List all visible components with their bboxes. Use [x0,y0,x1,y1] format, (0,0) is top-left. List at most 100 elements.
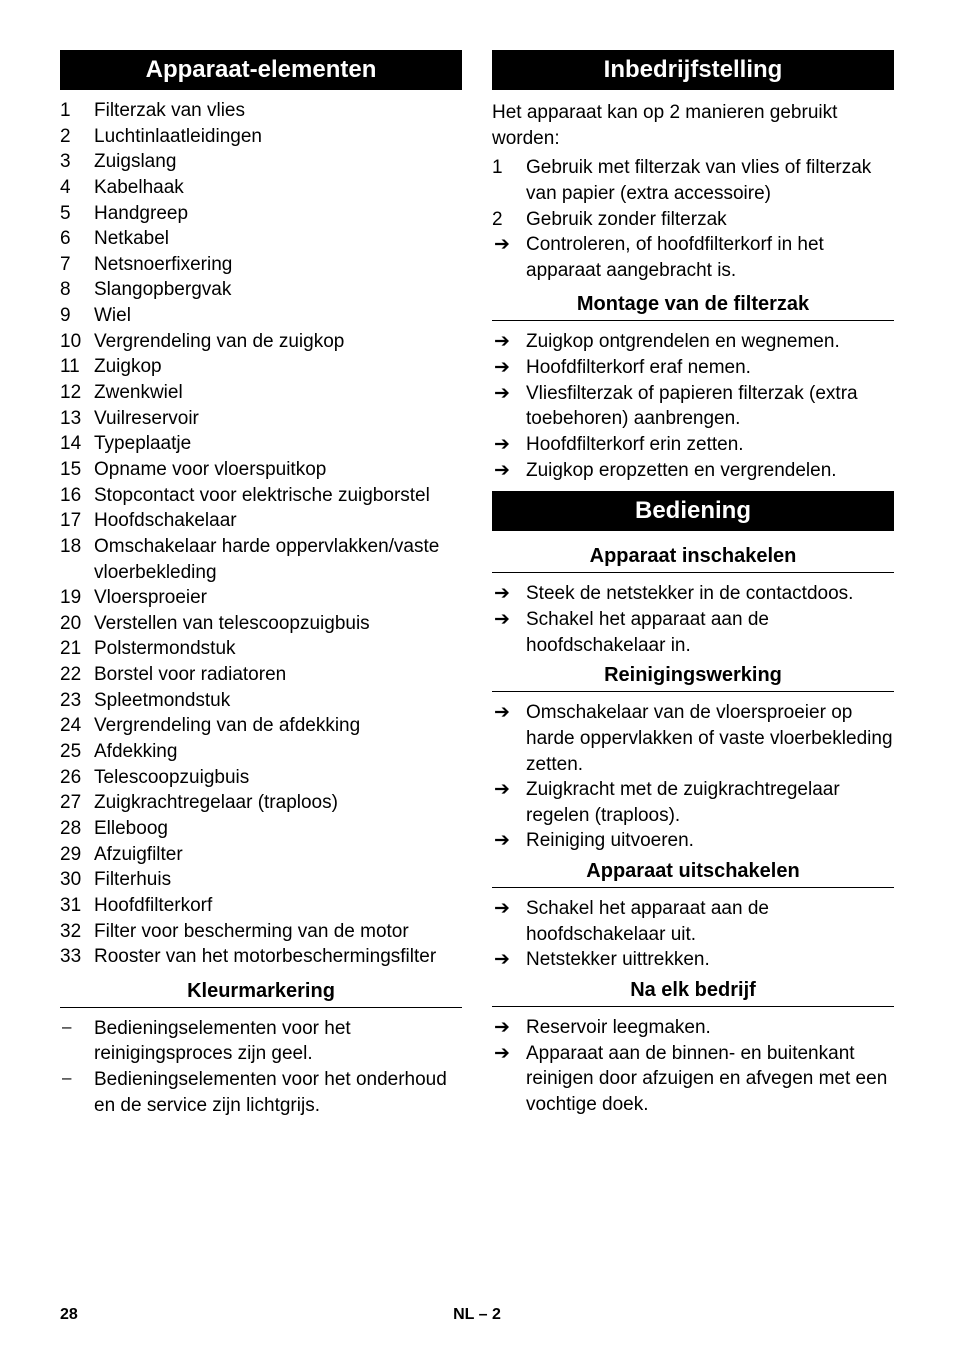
list-item: ➔Controleren, of hoofdfilterkorf in het … [492,232,894,283]
list-item-number: 9 [60,303,94,329]
list-item-text: Schakel het apparaat aan de hoofdschakel… [526,607,894,658]
list-item: 22Borstel voor radiatoren [60,662,462,688]
montage-list: ➔Zuigkop ontgrendelen en wegnemen.➔Hoofd… [492,329,894,483]
arrow-icon: ➔ [492,381,526,432]
list-item-number: 6 [60,226,94,252]
list-item-number: 21 [60,636,94,662]
list-item-text: Zwenkwiel [94,380,462,406]
heading-apparaat-elementen: Apparaat-elementen [60,50,462,90]
list-item-number: 8 [60,277,94,303]
list-item-text: Zuigkop ontgrendelen en wegnemen. [526,329,894,355]
list-item-text: Zuigslang [94,149,462,175]
list-item: 29Afzuigfilter [60,842,462,868]
list-item-text: Vergrendeling van de zuigkop [94,329,462,355]
list-item: 8Slangopbergvak [60,277,462,303]
list-item-text: Kabelhaak [94,175,462,201]
list-item-number: 20 [60,611,94,637]
list-item-text: Slangopbergvak [94,277,462,303]
list-item-text: Borstel voor radiatoren [94,662,462,688]
list-item: ➔Zuigkop eropzetten en vergrendelen. [492,458,894,484]
list-item: ➔Hoofdfilterkorf eraf nemen. [492,355,894,381]
list-item: 9Wiel [60,303,462,329]
list-item-text: Steek de netstekker in de contactdoos. [526,581,894,607]
list-item-text: Netsnoerfixering [94,252,462,278]
list-item-number: 18 [60,534,94,585]
list-item-text: Vliesfilterzak of papieren filterzak (ex… [526,381,894,432]
list-item-number: 5 [60,201,94,227]
list-item: ➔Netstekker uittrekken. [492,947,894,973]
list-item-number: 10 [60,329,94,355]
list-item-text: Typeplaatje [94,431,462,457]
list-item-number: 12 [60,380,94,406]
list-item-text: Omschakelaar harde oppervlakken/vaste vl… [94,534,462,585]
list-item: 1Gebruik met filterzak van vlies of filt… [492,155,894,206]
list-item-number: 17 [60,508,94,534]
list-item: 14Typeplaatje [60,431,462,457]
list-item: 23Spleetmondstuk [60,688,462,714]
arrow-icon: ➔ [492,432,526,458]
list-item: ➔Zuigkop ontgrendelen en wegnemen. [492,329,894,355]
list-item: ➔Zuigkracht met de zuigkrachtregelaar re… [492,777,894,828]
right-column: Inbedrijfstelling Het apparaat kan op 2 … [492,50,894,1286]
inschakelen-list: ➔Steek de netstekker in de contactdoos.➔… [492,581,894,658]
list-item: 17Hoofdschakelaar [60,508,462,534]
list-item-number: 3 [60,149,94,175]
list-item: 18Omschakelaar harde oppervlakken/vaste … [60,534,462,585]
list-item: 20Verstellen van telescoopzuigbuis [60,611,462,637]
columns: Apparaat-elementen 1Filterzak van vlies2… [60,50,894,1286]
list-item: ➔Schakel het apparaat aan de hoofdschake… [492,607,894,658]
list-item: ➔Reiniging uitvoeren. [492,828,894,854]
footer-lang: NL [453,1306,474,1323]
list-item: 30Filterhuis [60,867,462,893]
list-item-number: 2 [60,124,94,150]
dash-icon: – [60,1016,94,1067]
list-item: –Bedieningselementen voor het reinigings… [60,1016,462,1067]
list-item-number: 7 [60,252,94,278]
list-item-text: Hoofdschakelaar [94,508,462,534]
list-item-text: Elleboog [94,816,462,842]
footer-sub: 2 [492,1306,501,1323]
list-item-text: Verstellen van telescoopzuigbuis [94,611,462,637]
list-item-text: Stopcontact voor elektrische zuigborstel [94,483,462,509]
list-item-text: Afzuigfilter [94,842,462,868]
arrow-icon: ➔ [492,581,526,607]
arrow-icon: ➔ [492,1015,526,1041]
list-item-text: Spleetmondstuk [94,688,462,714]
list-item: 5Handgreep [60,201,462,227]
list-item: 13Vuilreservoir [60,406,462,432]
list-item: ➔Reservoir leegmaken. [492,1015,894,1041]
list-item-text: Filterzak van vlies [94,98,462,124]
list-item: 21Polstermondstuk [60,636,462,662]
page-number: 28 [60,1306,78,1324]
list-item-text: Netstekker uittrekken. [526,947,894,973]
list-item-text: Hoofdfilterkorf [94,893,462,919]
list-item-number: 13 [60,406,94,432]
list-item-text: Schakel het apparaat aan de hoofdschakel… [526,896,894,947]
list-item-text: Bedieningselementen voor het onderhoud e… [94,1067,462,1118]
list-item: 15Opname voor vloerspuitkop [60,457,462,483]
list-item: ➔Schakel het apparaat aan de hoofdschake… [492,896,894,947]
list-item-number: 24 [60,713,94,739]
list-item: 16Stopcontact voor elektrische zuigborst… [60,483,462,509]
page: Apparaat-elementen 1Filterzak van vlies2… [0,0,954,1354]
list-item-text: Hoofdfilterkorf erin zetten. [526,432,894,458]
arrow-icon: ➔ [492,232,526,283]
list-item-text: Polstermondstuk [94,636,462,662]
list-item-text: Reiniging uitvoeren. [526,828,894,854]
list-item-text: Zuigkop eropzetten en vergrendelen. [526,458,894,484]
list-item: –Bedieningselementen voor het onderhoud … [60,1067,462,1118]
arrow-icon: ➔ [492,329,526,355]
uitschakelen-list: ➔Schakel het apparaat aan de hoofdschake… [492,896,894,973]
list-item-text: Gebruik zonder filterzak [526,207,894,233]
list-item-number: 1 [60,98,94,124]
arrow-icon: ➔ [492,828,526,854]
heading-montage: Montage van de filterzak [492,293,894,321]
heading-reinigingswerking: Reinigingswerking [492,664,894,692]
list-item: ➔Steek de netstekker in de contactdoos. [492,581,894,607]
list-item: ➔Apparaat aan de binnen- en buitenkant r… [492,1041,894,1118]
na-elk-bedrijf-list: ➔Reservoir leegmaken.➔Apparaat aan de bi… [492,1015,894,1118]
list-item-number: 33 [60,944,94,970]
arrow-icon: ➔ [492,947,526,973]
footer-sep-glyph: – [479,1306,488,1323]
list-item-text: Vuilreservoir [94,406,462,432]
